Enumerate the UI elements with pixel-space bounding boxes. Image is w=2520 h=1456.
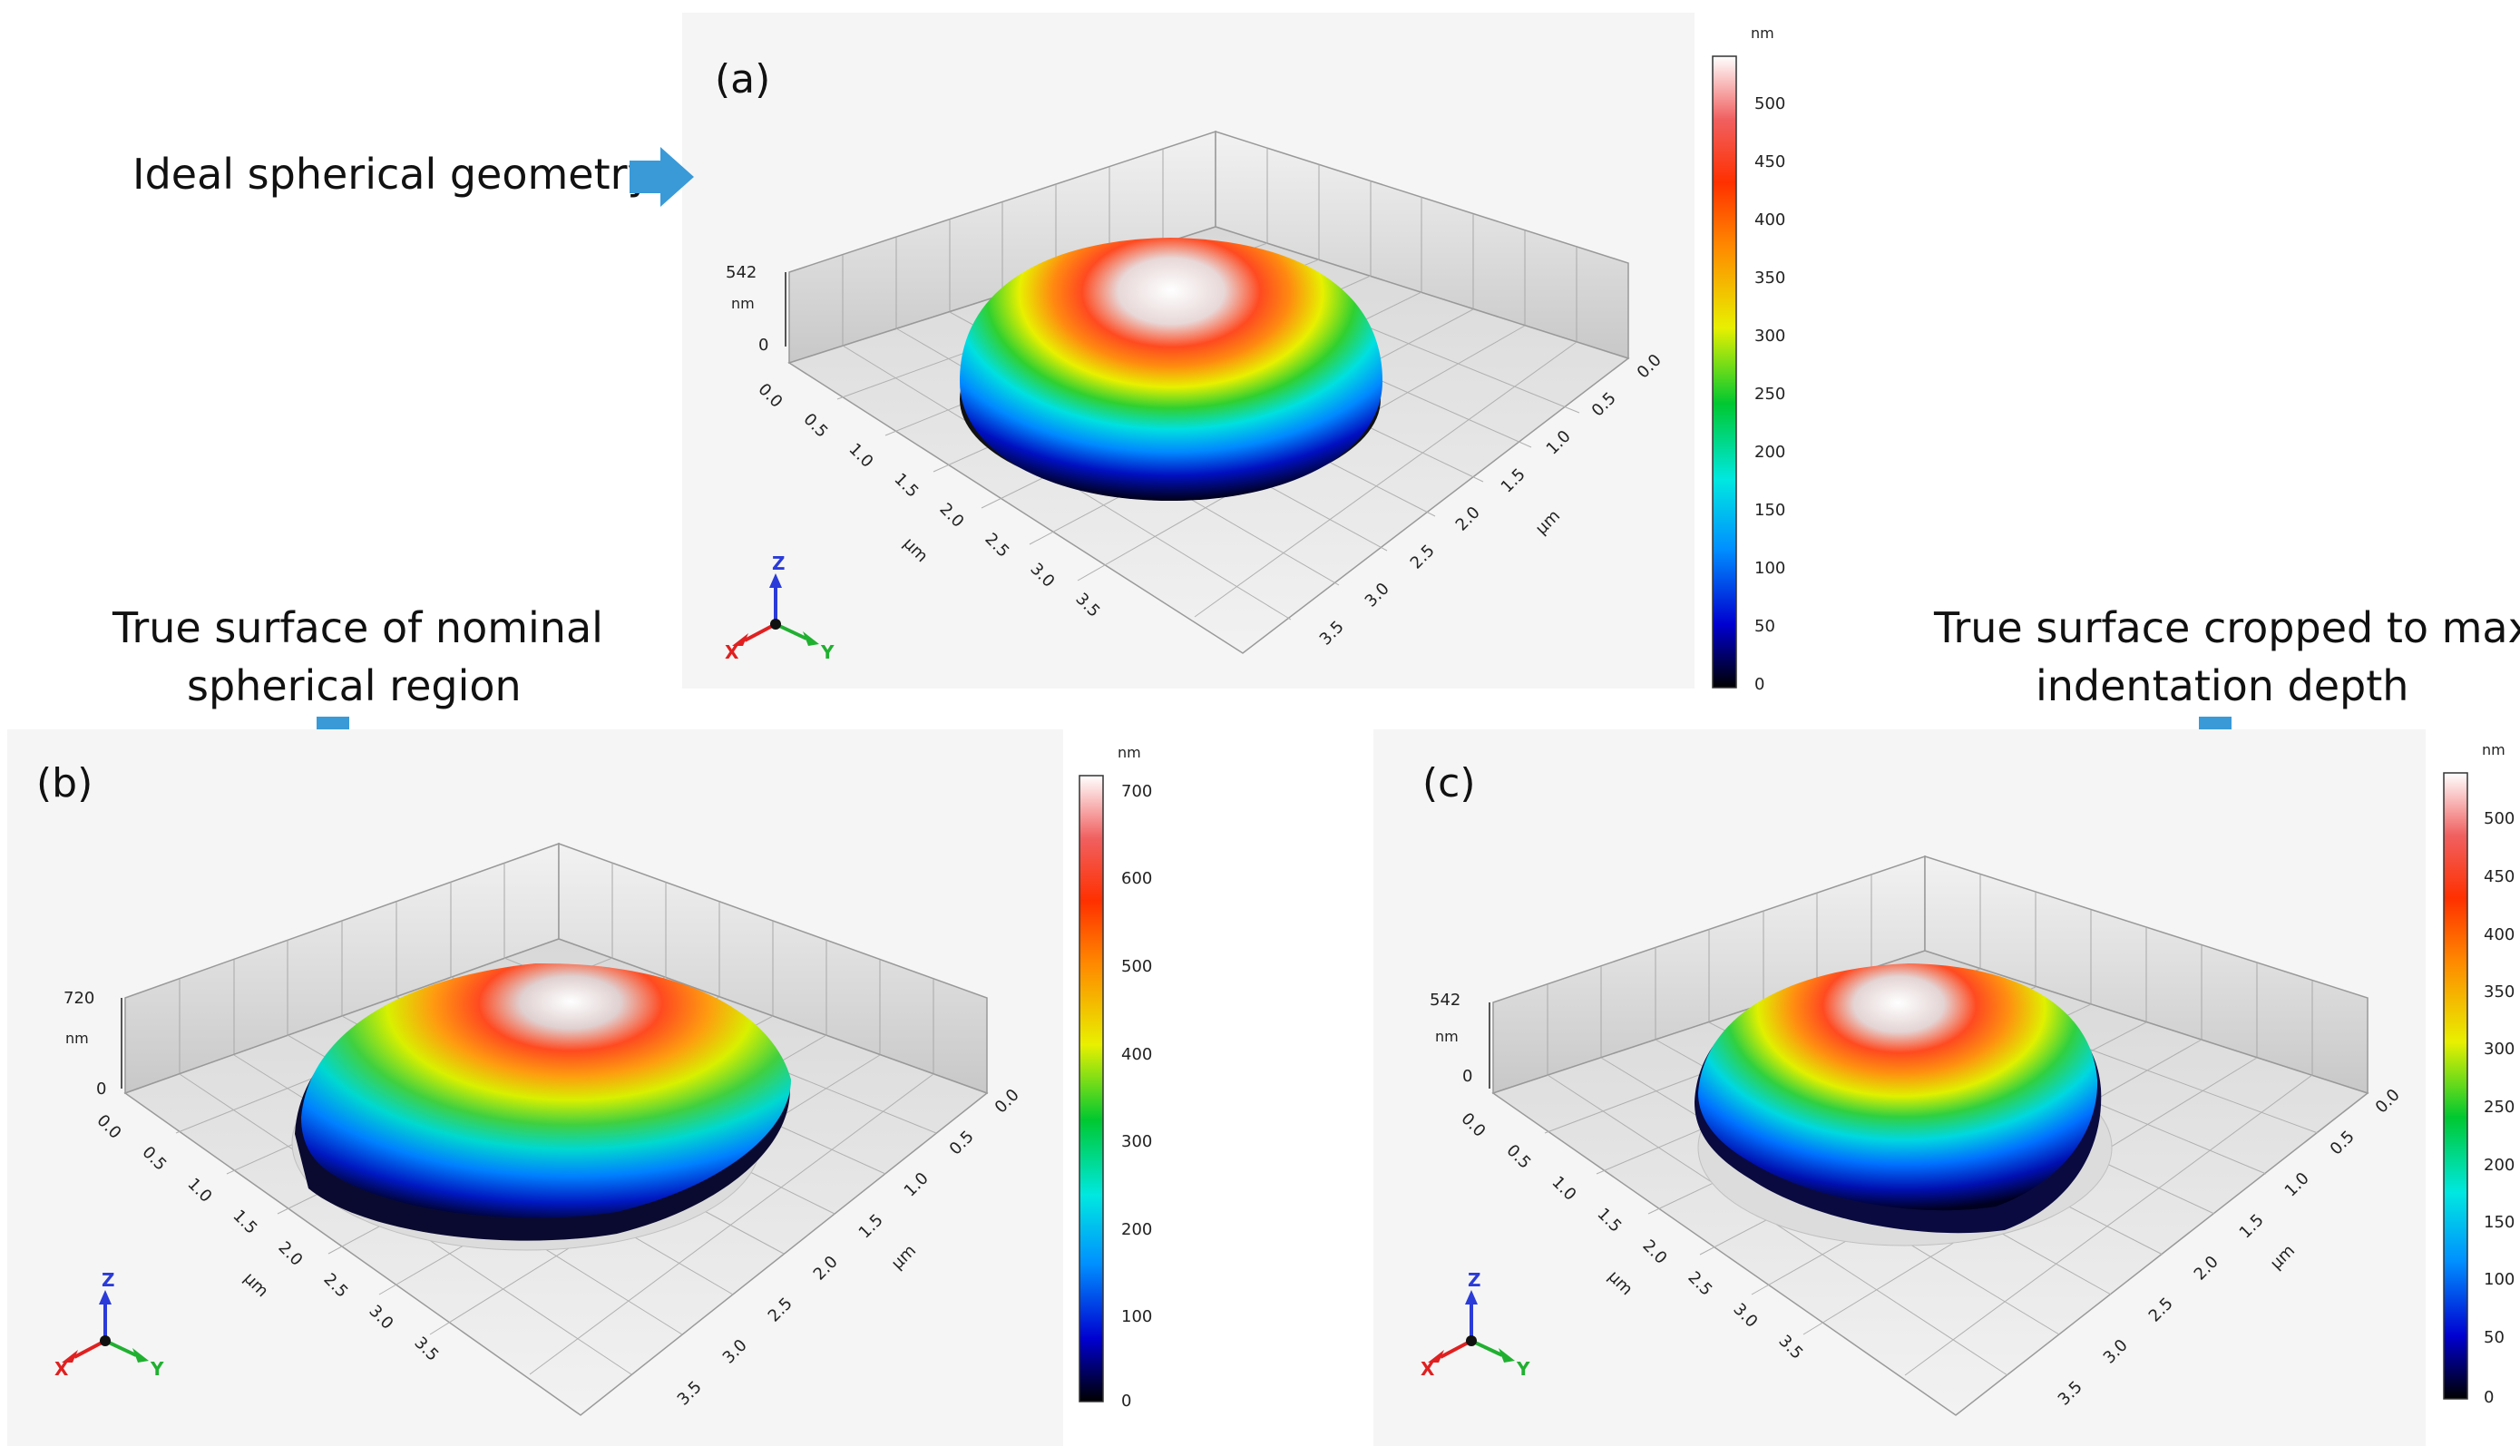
- panel-c-z-unit: nm: [1435, 1028, 1459, 1045]
- panel-b-colorbar-unit: nm: [1118, 744, 1141, 761]
- panel-b-axis-triad: Z X Y: [54, 1269, 164, 1380]
- triad-z-label: Z: [1468, 1269, 1481, 1291]
- annotation-a: Ideal spherical geometry: [132, 150, 652, 199]
- colorbar-tick: 600: [1121, 869, 1152, 888]
- panel-c-wall-grid: [1547, 875, 2313, 1075]
- panel-b-colorbar: [1079, 775, 1104, 1402]
- triad-x-label: X: [1421, 1358, 1435, 1380]
- colorbar-tick: 700: [1121, 782, 1152, 801]
- colorbar-tick: 100: [1121, 1307, 1152, 1326]
- panel-a-dome-surface: [960, 238, 1382, 501]
- colorbar-tick: 250: [1754, 385, 1785, 404]
- panel-b: (b) 720 nm 0: [7, 729, 1152, 1446]
- colorbar-tick: 200: [1754, 443, 1785, 462]
- colorbar-tick: 500: [1121, 957, 1152, 976]
- colorbar-tick: 300: [2484, 1040, 2515, 1059]
- annotation-b-line2: spherical region: [187, 661, 522, 710]
- panel-c: (c) 542 nm 0: [1373, 729, 2515, 1446]
- panel-a-axis-triad: Z X Y: [725, 552, 835, 663]
- colorbar-tick: 100: [2484, 1270, 2515, 1289]
- panel-b-z-max: 720: [63, 989, 94, 1008]
- panel-b-dome-surface: [301, 963, 791, 1218]
- colorbar-tick: 200: [2484, 1156, 2515, 1175]
- triad-z-label: Z: [772, 552, 786, 574]
- colorbar-tick: 350: [2484, 982, 2515, 1002]
- colorbar-tick: 100: [1754, 559, 1785, 578]
- panel-b-z-min: 0: [96, 1080, 106, 1099]
- panel-c-dome-surface: [1698, 963, 2098, 1211]
- colorbar-tick: 400: [1754, 210, 1785, 230]
- colorbar-tick: 250: [2484, 1098, 2515, 1117]
- colorbar-tick: 200: [1121, 1220, 1152, 1239]
- colorbar-tick: 450: [1754, 152, 1785, 171]
- colorbar-tick: 450: [2484, 867, 2515, 886]
- colorbar-tick: 500: [1754, 94, 1785, 113]
- colorbar-tick: 400: [1121, 1045, 1152, 1064]
- colorbar-tick: 0: [1121, 1392, 1131, 1411]
- panel-c-tag: (c): [1422, 760, 1476, 806]
- panel-c-colorbar-unit: nm: [2482, 741, 2505, 758]
- triad-x-label: X: [54, 1358, 69, 1380]
- colorbar-tick: 350: [1754, 269, 1785, 288]
- panel-b-colorbar-ticks: 700 600 500 400 300 200 100 0: [1121, 782, 1152, 1411]
- colorbar-tick: 300: [1754, 327, 1785, 346]
- triad-z-label: Z: [102, 1269, 115, 1291]
- annotation-c-line1: True surface cropped to max: [1933, 603, 2520, 652]
- annotation-c-line2: indentation depth: [2036, 661, 2408, 710]
- panel-c-colorbar: [2443, 772, 2468, 1400]
- colorbar-tick: 0: [1754, 675, 1764, 694]
- colorbar-tick: 50: [1754, 617, 1775, 636]
- colorbar-tick: 400: [2484, 925, 2515, 944]
- annotation-b-line1: True surface of nominal: [112, 603, 603, 652]
- panel-a-colorbar-unit: nm: [1751, 24, 1774, 42]
- triad-y-label: Y: [820, 641, 835, 663]
- panel-c-z-max: 542: [1430, 991, 1460, 1010]
- panel-a-z-max: 542: [726, 263, 757, 282]
- arrow-a: [630, 147, 694, 207]
- triad-y-label: Y: [1516, 1358, 1530, 1380]
- colorbar-tick: 500: [2484, 809, 2515, 828]
- panel-b-tag: (b): [36, 760, 93, 806]
- panel-b-wall-grid: [179, 863, 934, 1074]
- panel-c-z-min: 0: [1462, 1067, 1472, 1086]
- panel-b-z-unit: nm: [65, 1030, 89, 1047]
- panel-a-z-unit: nm: [731, 295, 755, 312]
- colorbar-tick: 0: [2484, 1388, 2494, 1407]
- panel-a-z-min: 0: [758, 336, 768, 355]
- panel-a-colorbar: [1712, 55, 1737, 689]
- panel-c-axis-triad: Z X Y: [1421, 1269, 1530, 1380]
- panel-a: (a) 542: [682, 13, 1785, 694]
- panel-a-tag: (a): [715, 56, 770, 103]
- colorbar-tick: 300: [1121, 1132, 1152, 1151]
- triad-y-label: Y: [150, 1358, 164, 1380]
- colorbar-tick: 150: [1754, 501, 1785, 520]
- colorbar-tick: 150: [2484, 1213, 2515, 1232]
- triad-x-label: X: [725, 641, 739, 663]
- panel-c-colorbar-ticks: 500 450 400 350 300 250 200 150 100 50 0: [2484, 809, 2515, 1407]
- panel-a-colorbar-ticks: 500 450 400 350 300 250 200 150 100 50 0: [1754, 94, 1785, 694]
- colorbar-tick: 50: [2484, 1328, 2505, 1347]
